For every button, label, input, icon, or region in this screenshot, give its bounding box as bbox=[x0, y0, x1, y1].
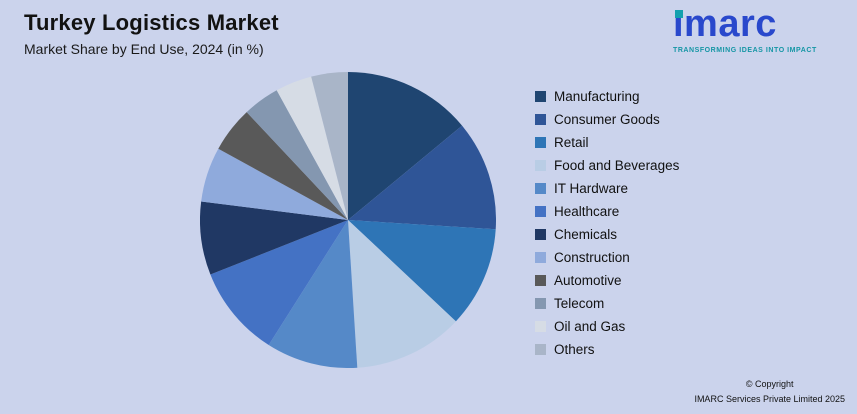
legend-item: Oil and Gas bbox=[535, 320, 679, 334]
legend-item: Consumer Goods bbox=[535, 113, 679, 127]
legend-swatch bbox=[535, 298, 546, 310]
logo-text: ımarc bbox=[673, 3, 777, 45]
legend-swatch bbox=[535, 114, 546, 126]
pie-slice-manufacturing bbox=[348, 72, 463, 220]
legend-swatch bbox=[535, 206, 546, 218]
pie-slice-others bbox=[311, 72, 348, 220]
legend-item: Retail bbox=[535, 136, 679, 150]
pie-slice-automotive bbox=[218, 112, 348, 220]
legend-label: IT Hardware bbox=[554, 181, 629, 196]
pie-slice-retail bbox=[348, 220, 496, 322]
legend-label: Chemicals bbox=[554, 227, 618, 242]
logo-wordmark: ımarc bbox=[673, 3, 777, 46]
legend-item: Others bbox=[535, 343, 679, 357]
legend-item: Food and Beverages bbox=[535, 159, 679, 173]
legend-label: Automotive bbox=[554, 273, 622, 288]
page-title: Turkey Logistics Market bbox=[24, 10, 279, 35]
pie-chart bbox=[200, 72, 496, 368]
chart-subtitle: Market Share by End Use, 2024 (in %) bbox=[24, 41, 264, 57]
legend-swatch bbox=[535, 160, 546, 172]
legend-swatch bbox=[535, 183, 546, 195]
pie-slice-construction bbox=[201, 148, 348, 220]
legend-label: Healthcare bbox=[554, 204, 620, 219]
legend-swatch bbox=[535, 275, 546, 287]
imarc-logo: ımarc TRANSFORMING IDEAS INTO IMPACT bbox=[673, 3, 843, 54]
legend-swatch bbox=[535, 252, 546, 264]
legend-label: Manufacturing bbox=[554, 89, 640, 104]
legend-swatch bbox=[535, 137, 546, 149]
pie-slice-chemicals bbox=[200, 201, 348, 275]
legend-label: Construction bbox=[554, 250, 630, 265]
pie-slice-it-hardware bbox=[268, 220, 358, 368]
legend-item: Construction bbox=[535, 251, 679, 265]
legend-label: Telecom bbox=[554, 296, 605, 311]
copyright-line1: © Copyright bbox=[745, 379, 794, 390]
legend-item: Healthcare bbox=[535, 205, 679, 219]
pie-slice-healthcare bbox=[210, 220, 348, 345]
legend-swatch bbox=[535, 344, 546, 356]
legend-swatch bbox=[535, 229, 546, 241]
copyright-line2: IMARC Services Private Limited 2025 bbox=[694, 393, 845, 404]
legend-label: Retail bbox=[554, 135, 589, 150]
legend-label: Food and Beverages bbox=[554, 158, 680, 173]
chart-legend: Manufacturing Consumer Goods Retail Food an… bbox=[535, 90, 679, 366]
legend-item: Telecom bbox=[535, 297, 679, 311]
legend-label: Others bbox=[554, 342, 595, 357]
legend-item: Chemicals bbox=[535, 228, 679, 242]
legend-swatch bbox=[535, 321, 546, 333]
logo-dot-icon bbox=[675, 10, 683, 18]
pie-slice-consumer-goods bbox=[348, 125, 496, 230]
legend-item: Automotive bbox=[535, 274, 679, 288]
pie-slice-oil-and-gas bbox=[276, 76, 348, 220]
pie-slice-telecom bbox=[246, 90, 348, 221]
pie-slice-food-and-beverages bbox=[348, 220, 456, 368]
legend-item: Manufacturing bbox=[535, 90, 679, 104]
legend-label: Oil and Gas bbox=[554, 319, 626, 334]
legend-label: Consumer Goods bbox=[554, 112, 660, 127]
legend-item: IT Hardware bbox=[535, 182, 679, 196]
legend-swatch bbox=[535, 91, 546, 103]
logo-tagline: TRANSFORMING IDEAS INTO IMPACT bbox=[673, 46, 817, 54]
copyright-notice: © Copyright IMARC Services Private Limit… bbox=[694, 377, 845, 406]
